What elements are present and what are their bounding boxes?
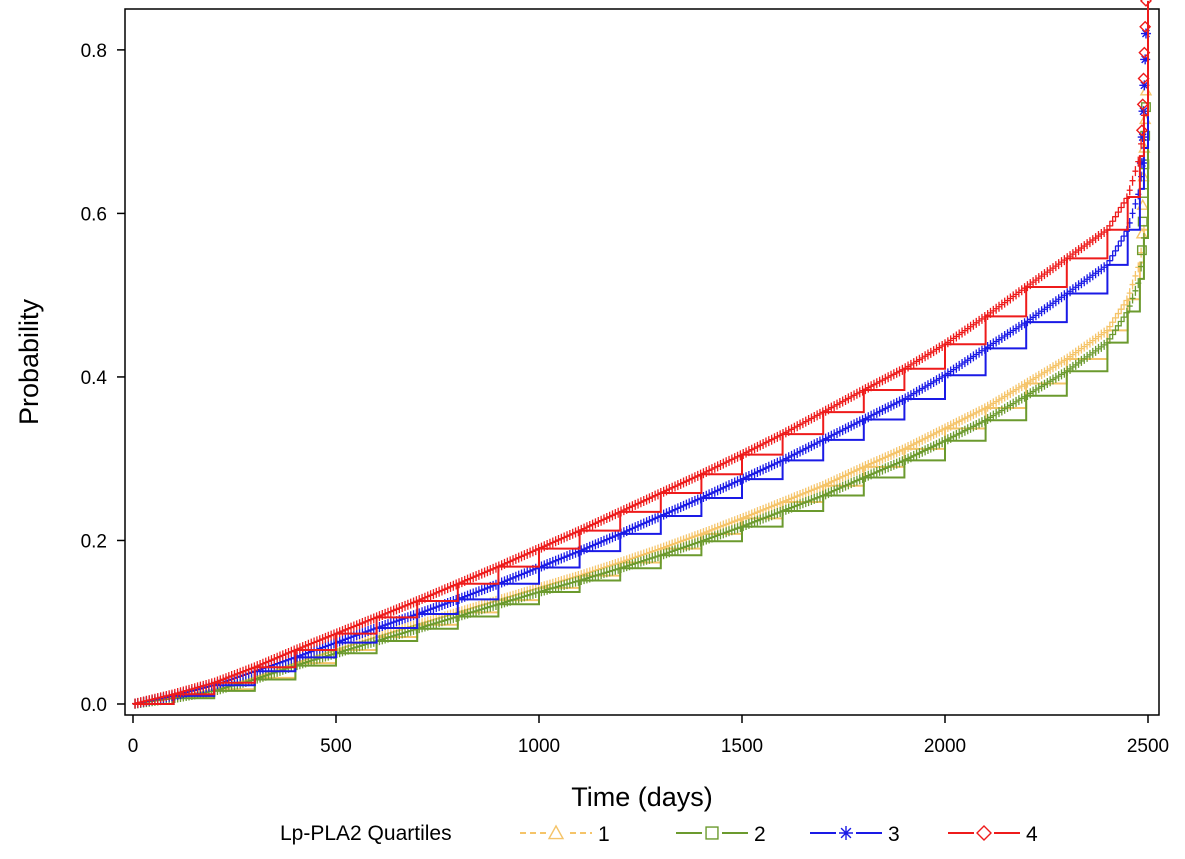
y-tick-label: 0.0 — [81, 695, 107, 716]
series-4 — [132, 0, 1152, 709]
x-axis-title: Time (days) — [571, 782, 713, 812]
series-3-end-marker — [1139, 80, 1150, 91]
legend: Lp-PLA2 Quartiles 1 2 3 4 — [280, 822, 1038, 846]
x-tick-label: 2000 — [924, 736, 966, 757]
legend-marker-4 — [976, 825, 992, 841]
legend-label-4: 4 — [1026, 823, 1038, 846]
series-4-end-marker — [1136, 98, 1149, 111]
x-tick-label: 1500 — [721, 736, 763, 757]
legend-marker-1 — [547, 824, 565, 840]
series-4-end-marker — [1138, 46, 1151, 59]
legend-title: Lp-PLA2 Quartiles — [280, 822, 452, 845]
y-tick-label: 0.6 — [81, 204, 107, 225]
plot-area — [124, 8, 1160, 716]
legend-marker-bg — [702, 824, 722, 842]
legend-marker-bg — [546, 824, 566, 842]
series-4-end-marker — [1135, 124, 1148, 137]
x-tick-label: 500 — [320, 736, 352, 757]
series-layer — [132, 0, 1153, 709]
legend-label-1: 1 — [598, 823, 610, 846]
y-axis-title: Probability — [14, 298, 44, 425]
series-3-end-marker — [1140, 54, 1151, 65]
legend-marker-3 — [839, 826, 853, 840]
x-tick-label: 2500 — [1127, 736, 1169, 757]
series-3-end-marker — [1140, 28, 1151, 39]
legend-marker-bg — [974, 824, 994, 842]
series-2-end-marker — [1137, 216, 1148, 227]
legend-label-2: 2 — [754, 823, 766, 846]
legend-label-3: 3 — [888, 823, 900, 846]
series-4-end-marker — [1139, 20, 1152, 33]
y-tick-label: 0.8 — [81, 41, 107, 62]
y-tick-label: 0.4 — [81, 368, 108, 389]
legend-marker-2 — [705, 826, 719, 840]
series-4-end-marker — [1137, 72, 1150, 85]
x-tick-label: 1000 — [518, 736, 560, 757]
series-3-end-marker — [1137, 132, 1148, 143]
y-tick-label: 0.2 — [81, 531, 107, 552]
series-3-end-marker — [1136, 157, 1147, 168]
x-tick-label: 0 — [128, 736, 139, 757]
y-axis-ticks: 0.0 0.2 0.4 0.6 0.8 — [81, 41, 125, 716]
series-4-censor-marks — [132, 110, 1147, 709]
series-2-end-marker — [1136, 245, 1147, 256]
x-axis-ticks: 0 500 1000 1500 2000 2500 — [128, 715, 1169, 757]
series-4-end-marker — [1139, 0, 1152, 7]
